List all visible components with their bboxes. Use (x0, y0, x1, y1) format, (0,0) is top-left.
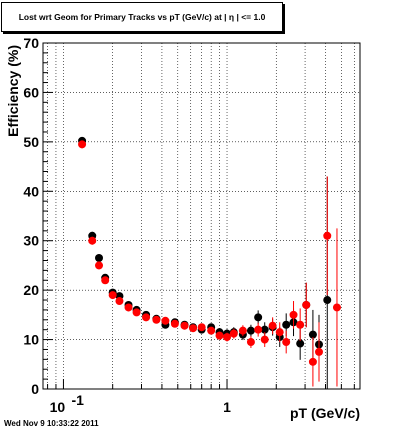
data-point-red (78, 140, 87, 149)
x-tick-label: 10 (50, 399, 66, 415)
data-point-red (142, 313, 151, 322)
data-layer (78, 136, 341, 389)
data-point-red (332, 303, 341, 312)
data-point-black (246, 326, 255, 335)
chart-title: Lost wrt Geom for Primary Tracks vs pT (… (1, 2, 283, 32)
data-point-red (254, 325, 263, 334)
data-point-red (207, 326, 216, 335)
y-tick-label: 20 (23, 282, 39, 298)
y-tick-label: 70 (23, 35, 39, 51)
data-point-red (246, 338, 255, 347)
y-tick-label: 40 (23, 183, 39, 199)
data-point-red (115, 297, 124, 306)
data-point-red (289, 310, 298, 319)
data-point-red (197, 323, 206, 332)
axes-layer: 0 10 20 30 40 50 60 70 10 -1 1 (23, 35, 355, 415)
y-tick-label: 10 (23, 332, 39, 348)
data-point-red (323, 231, 332, 240)
data-point-black (282, 320, 291, 329)
timestamp: Wed Nov 9 10:33:22 2011 (4, 419, 99, 428)
data-point-red (95, 261, 104, 270)
data-point-black (254, 313, 263, 322)
y-tick-label: 30 (23, 233, 39, 249)
y-tick-label: 0 (31, 381, 39, 397)
x-tick-label-exponent: -1 (71, 392, 84, 408)
data-point-black (323, 296, 332, 305)
data-point-red (238, 326, 247, 335)
data-point-red (180, 321, 189, 330)
data-point-red (275, 328, 284, 337)
data-point-red (302, 300, 311, 309)
data-point-red (296, 320, 305, 329)
data-point-black (308, 330, 317, 339)
data-point-black (296, 339, 305, 348)
x-tick-label: 1 (223, 399, 231, 415)
y-axis-label: Efficiency (%) (5, 45, 21, 137)
data-point-red (161, 316, 170, 325)
data-point-red (152, 315, 161, 324)
x-axis-label: pT (GeV/c) (290, 405, 360, 421)
data-point-red (101, 276, 110, 285)
data-point-red (282, 338, 291, 347)
data-point-red (260, 335, 269, 344)
data-point-red (88, 236, 97, 245)
data-point-red (308, 357, 317, 366)
data-point-black (260, 325, 269, 334)
data-point-red (132, 308, 141, 317)
data-point-red (229, 329, 238, 338)
data-point-red (124, 303, 133, 312)
data-point-red (170, 319, 179, 328)
data-point-red (315, 347, 324, 356)
data-point-red (223, 333, 232, 342)
data-point-red (268, 321, 277, 330)
data-point-red (215, 331, 224, 340)
y-tick-label: 50 (23, 134, 39, 150)
y-tick-label: 60 (23, 84, 39, 100)
data-point-black (95, 254, 104, 263)
data-point-red (189, 324, 198, 333)
data-point-red (108, 291, 117, 300)
